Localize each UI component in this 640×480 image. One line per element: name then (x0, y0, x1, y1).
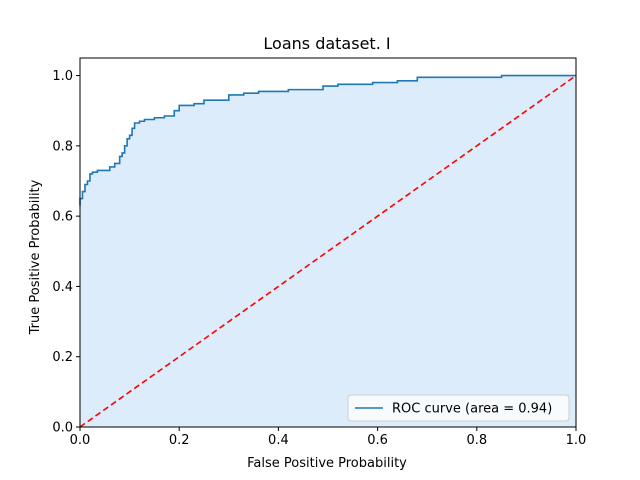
roc-area-fill (80, 75, 576, 427)
x-tick-label: 0.0 (70, 433, 91, 448)
x-tick-label: 0.8 (466, 433, 487, 448)
y-tick-label: 0.2 (52, 350, 73, 365)
x-tick-label: 1.0 (566, 433, 587, 448)
y-axis-label: True Positive Probability (28, 179, 43, 335)
plot-area (79, 57, 577, 428)
y-tick-label: 0.4 (52, 280, 73, 295)
roc-curve-line (79, 74, 576, 206)
axis-ticks: 0.0 0.2 0.4 0.6 0.8 1.0 0.0 0.2 0.4 0.6 0.8 1.0 (52, 69, 586, 448)
chance-diagonal-line (79, 74, 577, 428)
y-tick-label: 1.0 (52, 69, 73, 84)
x-tick-label: 0.2 (169, 433, 190, 448)
x-axis-label: False Positive Probability (247, 456, 407, 471)
x-tick-label: 0.6 (367, 433, 388, 448)
y-tick-label: 0.8 (52, 139, 73, 154)
legend: ROC curve (area = 0.94) (347, 394, 570, 422)
chart-title: Loans dataset. I (263, 34, 390, 53)
y-tick-label: 0.0 (52, 421, 73, 436)
legend-label-roc-curve: ROC curve (area = 0.94) (392, 402, 552, 417)
plot-frame (79, 57, 577, 428)
y-tick-label: 0.6 (52, 210, 73, 225)
x-tick-label: 0.4 (268, 433, 289, 448)
legend-box (347, 394, 570, 422)
